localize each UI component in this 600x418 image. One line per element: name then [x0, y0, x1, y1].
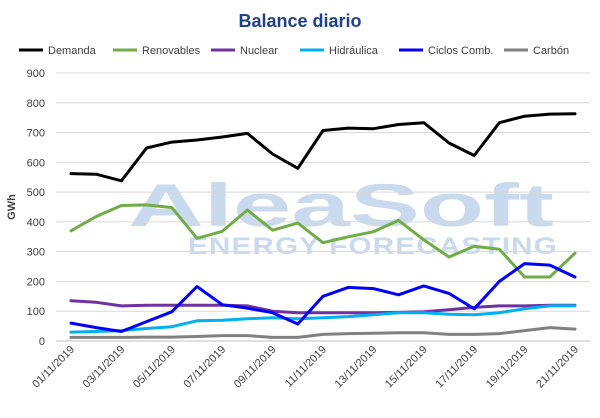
x-tick-label: 19/11/2019: [484, 344, 531, 391]
y-tick-label: 400: [27, 217, 45, 229]
watermark: AleaSoft ENERGY FORECASTING: [128, 172, 558, 260]
x-tick-label: 17/11/2019: [433, 344, 480, 391]
x-tick-label: 03/11/2019: [81, 344, 128, 391]
legend-label: Nuclear: [240, 45, 278, 57]
legend-label: Renovables: [142, 45, 201, 57]
x-tick-label: 09/11/2019: [232, 344, 279, 391]
y-axis-ticks: 0 100 200 300 400 500 600 700 800 900: [27, 68, 45, 348]
series-line-demanda: [69, 112, 577, 183]
x-tick-label: 13/11/2019: [333, 344, 380, 391]
legend-item-carb-n: Carbón: [504, 45, 569, 57]
series-line-hidr-ulica: [69, 304, 577, 334]
legend-label: Demanda: [48, 45, 97, 57]
legend-item-nuclear: Nuclear: [211, 45, 278, 57]
x-tick-label: 01/11/2019: [30, 344, 77, 391]
legend-item-ciclos-comb: Ciclos Comb.: [399, 45, 493, 57]
x-tick-label: 05/11/2019: [131, 344, 178, 391]
watermark-brand: AleaSoft: [128, 172, 554, 239]
y-tick-label: 0: [39, 336, 45, 348]
series-lines: [69, 112, 577, 339]
series-line-renovables: [69, 203, 577, 279]
series-line-carb-n: [69, 326, 577, 339]
x-axis-ticks: 01/11/2019 03/11/2019 05/11/2019 07/11/2019…: [30, 344, 581, 391]
watermark-tagline: ENERGY FORECASTING: [188, 233, 558, 260]
legend-item-demanda: Demanda: [19, 45, 97, 57]
legend-item-renovables: Renovables: [113, 45, 201, 57]
y-tick-label: 300: [27, 247, 45, 259]
legend-label: Ciclos Comb.: [428, 45, 493, 57]
series-line-nuclear: [69, 299, 577, 315]
x-tick-label: 11/11/2019: [283, 344, 329, 390]
x-tick-label: 15/11/2019: [383, 344, 430, 391]
y-tick-label: 500: [27, 187, 45, 199]
y-tick-label: 100: [27, 306, 45, 318]
legend-item-hidr-ulica: Hidráulica: [300, 45, 379, 57]
y-tick-label: 700: [27, 128, 45, 140]
y-tick-label: 900: [27, 68, 45, 80]
chart-title: Balance diario: [238, 11, 361, 31]
y-tick-label: 200: [27, 276, 45, 288]
legend-label: Carbón: [533, 45, 569, 57]
y-axis-label: GWh: [6, 194, 18, 220]
x-tick-label: 21/11/2019: [534, 344, 581, 391]
x-tick-label: 07/11/2019: [181, 344, 228, 391]
y-tick-label: 600: [27, 157, 45, 169]
y-tick-label: 800: [27, 98, 45, 110]
series-line-ciclos-comb: [69, 262, 577, 333]
legend: Demanda Renovables Nuclear Hidráulica Ciclos…: [19, 45, 569, 57]
legend-label: Hidráulica: [329, 45, 379, 57]
